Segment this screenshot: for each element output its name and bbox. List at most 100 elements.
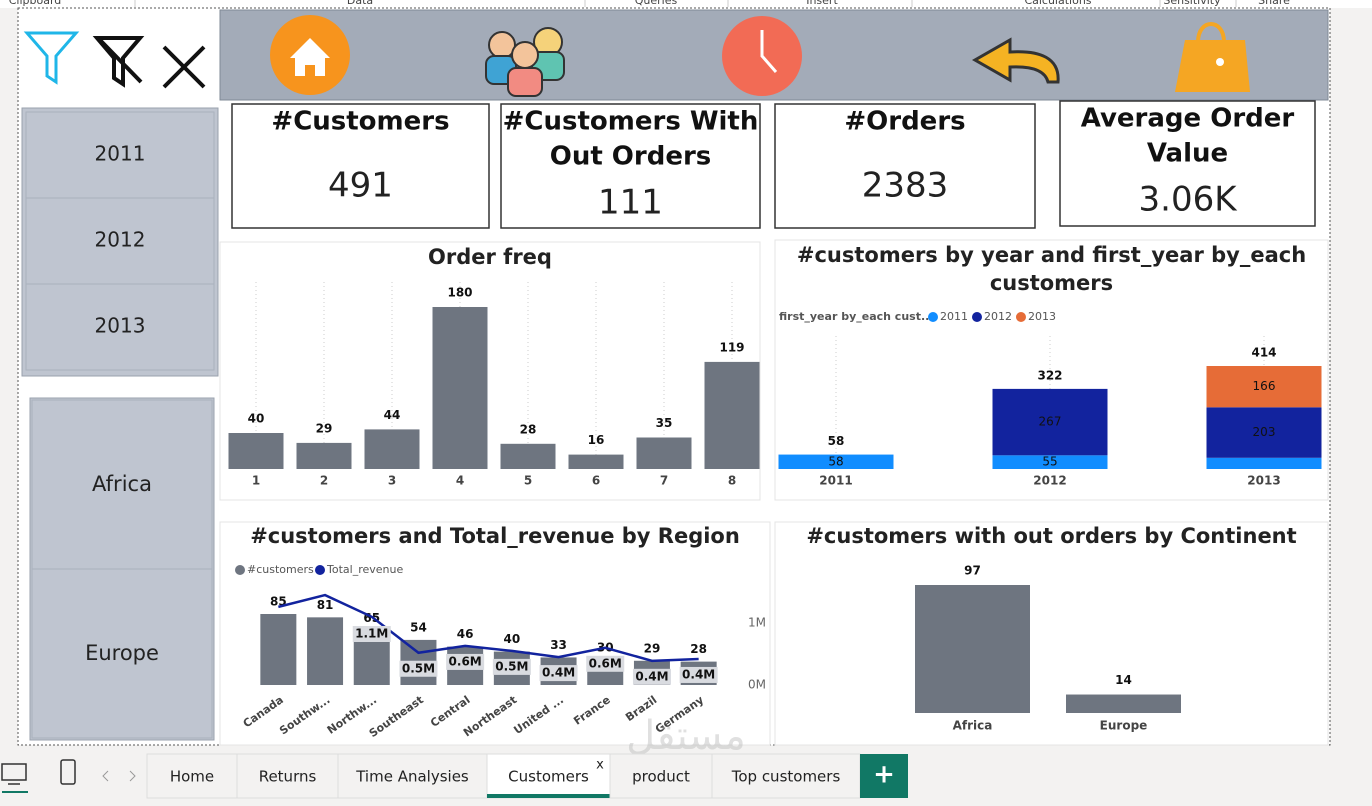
chart-title: #customers with out orders by Continent: [806, 524, 1296, 548]
x-tick-label: 3: [388, 474, 396, 488]
chart-panel: [774, 521, 1329, 746]
next-page[interactable]: [129, 770, 136, 782]
page-tab[interactable]: [146, 753, 238, 799]
x-tick-label: 2011: [819, 474, 852, 488]
data-label: 203: [1253, 425, 1276, 439]
region-label: Europe: [85, 641, 159, 665]
bar-segment: [1206, 407, 1322, 458]
x-tick-label: 8: [728, 474, 736, 488]
data-label: 55: [1042, 455, 1057, 469]
year-option[interactable]: [25, 283, 215, 371]
page-tab[interactable]: [337, 753, 488, 799]
data-label: 0.4M: [635, 669, 668, 683]
total-label: 322: [1037, 368, 1062, 382]
bar: [307, 617, 344, 685]
x-tick-label: 6: [592, 474, 600, 488]
chart-title: customers: [990, 271, 1113, 295]
data-label: 40: [248, 412, 265, 426]
line: [278, 593, 699, 663]
mobile-view[interactable]: [60, 759, 76, 785]
data-label: 54: [410, 620, 427, 634]
bar: [704, 361, 760, 469]
legend-marker: [315, 565, 325, 575]
data-label: 58: [828, 454, 843, 468]
year-option[interactable]: [25, 111, 215, 199]
x-tick-label: 2013: [1247, 474, 1280, 488]
page-tab-label: product: [632, 768, 690, 786]
add-page-label: +: [873, 760, 895, 790]
chart-title: #customers and Total_revenue by Region: [250, 524, 740, 548]
year-label: 2011: [95, 142, 146, 166]
data-label: 0.6M: [589, 656, 622, 670]
kpi-title: Out Orders: [550, 142, 712, 172]
bar: [432, 307, 488, 469]
clear-filter-icon[interactable]: [92, 36, 145, 88]
kpi-value: 3.06K: [1139, 180, 1239, 220]
label-box: [492, 658, 531, 675]
legend-title: first_year by_each cust...: [779, 310, 934, 323]
x-tick-label: 2012: [1033, 474, 1066, 488]
ribbon-group-label: Calculations: [1024, 0, 1091, 7]
data-label: 119: [719, 340, 744, 354]
label-box: [352, 626, 391, 642]
x-tick-label: 4: [456, 474, 464, 488]
prev-page[interactable]: [102, 770, 109, 782]
filter-icon[interactable]: [23, 31, 80, 85]
close-tab[interactable]: x: [596, 758, 604, 773]
page-tab[interactable]: [609, 753, 713, 799]
ribbon-group-label: Clipboard: [9, 0, 62, 7]
total-label: 414: [1251, 346, 1276, 360]
ribbon-group-label: Data: [347, 0, 373, 7]
x-tick-label: 5: [524, 474, 532, 488]
back-button[interactable]: [971, 37, 1060, 84]
data-label: 97: [964, 564, 981, 578]
data-label: 46: [457, 627, 474, 641]
label-box: [586, 655, 625, 672]
home-button[interactable]: [270, 15, 350, 95]
label-box: [446, 653, 485, 670]
clear-icon[interactable]: [162, 45, 206, 89]
year-option[interactable]: [25, 197, 215, 285]
kpi-card: [231, 103, 490, 229]
year-label: 2013: [95, 314, 146, 338]
kpi-card: [774, 103, 1036, 229]
region-option[interactable]: [31, 399, 213, 570]
data-label: 44: [384, 408, 401, 422]
ribbon-group-label: Insert: [806, 0, 838, 7]
bar: [636, 437, 692, 469]
time-button[interactable]: [722, 16, 802, 96]
kpi-value: 2383: [862, 166, 949, 206]
data-label: 0.4M: [682, 667, 715, 681]
region-option[interactable]: [31, 568, 213, 739]
add-page-button[interactable]: [860, 754, 908, 798]
data-label: 33: [550, 638, 567, 652]
x-tick-label: 7: [660, 474, 668, 488]
x-tick-label: 2: [320, 474, 328, 488]
bar-segment: [1206, 457, 1322, 469]
data-label: 16: [588, 433, 605, 447]
kpi-card: [500, 103, 761, 229]
year-label: 2012: [95, 228, 146, 252]
region-label: Africa: [92, 472, 152, 496]
data-label: 0.4M: [542, 666, 575, 680]
chart-title: Order freq: [428, 245, 552, 269]
page-tab-label: Returns: [259, 768, 317, 786]
legend-label: 2011: [940, 310, 968, 323]
data-label: 180: [447, 286, 472, 300]
orders-button[interactable]: [1175, 22, 1250, 92]
data-label: 0.6M: [449, 654, 482, 668]
bar: [364, 429, 420, 469]
total-label: 58: [828, 434, 845, 448]
data-label: 166: [1253, 379, 1276, 393]
watermark: مستقل: [626, 713, 746, 759]
customers-button[interactable]: [485, 27, 565, 97]
data-label: 267: [1039, 415, 1062, 429]
legend-label: 2012: [984, 310, 1012, 323]
desktop-view[interactable]: [1, 763, 28, 793]
label-box: [679, 666, 718, 683]
data-label: 0.5M: [495, 659, 528, 673]
page-tab-label: Time Analysies: [355, 768, 469, 786]
page-tab[interactable]: [711, 753, 861, 799]
data-label: 81: [317, 598, 334, 612]
